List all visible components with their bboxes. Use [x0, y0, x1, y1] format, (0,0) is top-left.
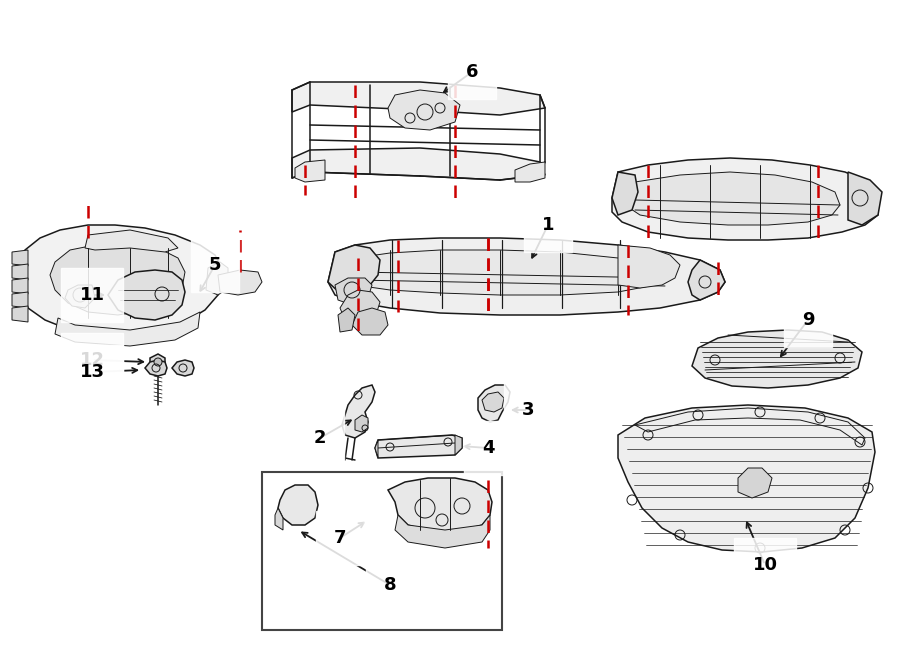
Text: 5: 5 — [209, 256, 221, 274]
Polygon shape — [395, 515, 490, 548]
Polygon shape — [328, 238, 725, 315]
Polygon shape — [12, 306, 28, 322]
Bar — [288, 498, 302, 516]
Polygon shape — [618, 405, 875, 552]
Polygon shape — [278, 485, 318, 525]
Polygon shape — [328, 245, 380, 295]
Polygon shape — [515, 162, 545, 182]
Polygon shape — [612, 172, 638, 215]
Polygon shape — [335, 278, 372, 305]
Polygon shape — [738, 468, 772, 498]
Polygon shape — [275, 508, 283, 530]
Polygon shape — [618, 245, 680, 288]
Polygon shape — [612, 158, 878, 240]
Circle shape — [154, 358, 162, 366]
Text: 8: 8 — [383, 576, 396, 594]
Polygon shape — [340, 290, 380, 325]
Text: 1: 1 — [542, 216, 554, 234]
Polygon shape — [625, 172, 840, 225]
Polygon shape — [292, 148, 545, 180]
Polygon shape — [50, 243, 185, 315]
Polygon shape — [12, 264, 28, 280]
Polygon shape — [388, 90, 460, 130]
Text: 3: 3 — [522, 401, 535, 419]
Polygon shape — [145, 360, 167, 376]
Text: 10: 10 — [752, 556, 778, 574]
Polygon shape — [338, 308, 355, 332]
Polygon shape — [292, 82, 545, 115]
Text: 11: 11 — [79, 286, 104, 304]
Polygon shape — [478, 385, 510, 422]
Polygon shape — [388, 478, 492, 532]
Polygon shape — [108, 270, 185, 320]
Polygon shape — [206, 262, 228, 295]
Polygon shape — [295, 160, 325, 182]
Text: 13: 13 — [79, 363, 104, 381]
Polygon shape — [455, 435, 462, 455]
Text: 7: 7 — [334, 529, 346, 547]
Polygon shape — [18, 225, 225, 335]
Polygon shape — [482, 392, 504, 412]
Polygon shape — [12, 292, 28, 308]
Polygon shape — [12, 278, 28, 294]
Text: 2: 2 — [314, 429, 326, 447]
Text: 4: 4 — [482, 439, 494, 457]
Polygon shape — [688, 260, 725, 300]
Polygon shape — [375, 435, 462, 458]
Polygon shape — [65, 285, 95, 308]
Polygon shape — [342, 385, 375, 438]
Polygon shape — [352, 308, 388, 335]
Bar — [262, 472, 502, 630]
Polygon shape — [145, 282, 178, 308]
Text: 6: 6 — [466, 63, 478, 81]
Polygon shape — [150, 354, 165, 370]
Polygon shape — [692, 330, 862, 388]
Text: 9: 9 — [802, 311, 814, 329]
Polygon shape — [218, 270, 262, 295]
Polygon shape — [848, 172, 882, 225]
Polygon shape — [85, 230, 178, 252]
Polygon shape — [12, 250, 28, 266]
Polygon shape — [172, 360, 194, 376]
Polygon shape — [342, 250, 668, 295]
Ellipse shape — [127, 281, 169, 309]
Polygon shape — [55, 312, 200, 346]
Text: 12: 12 — [79, 351, 104, 369]
Polygon shape — [355, 415, 368, 432]
Polygon shape — [375, 440, 378, 458]
